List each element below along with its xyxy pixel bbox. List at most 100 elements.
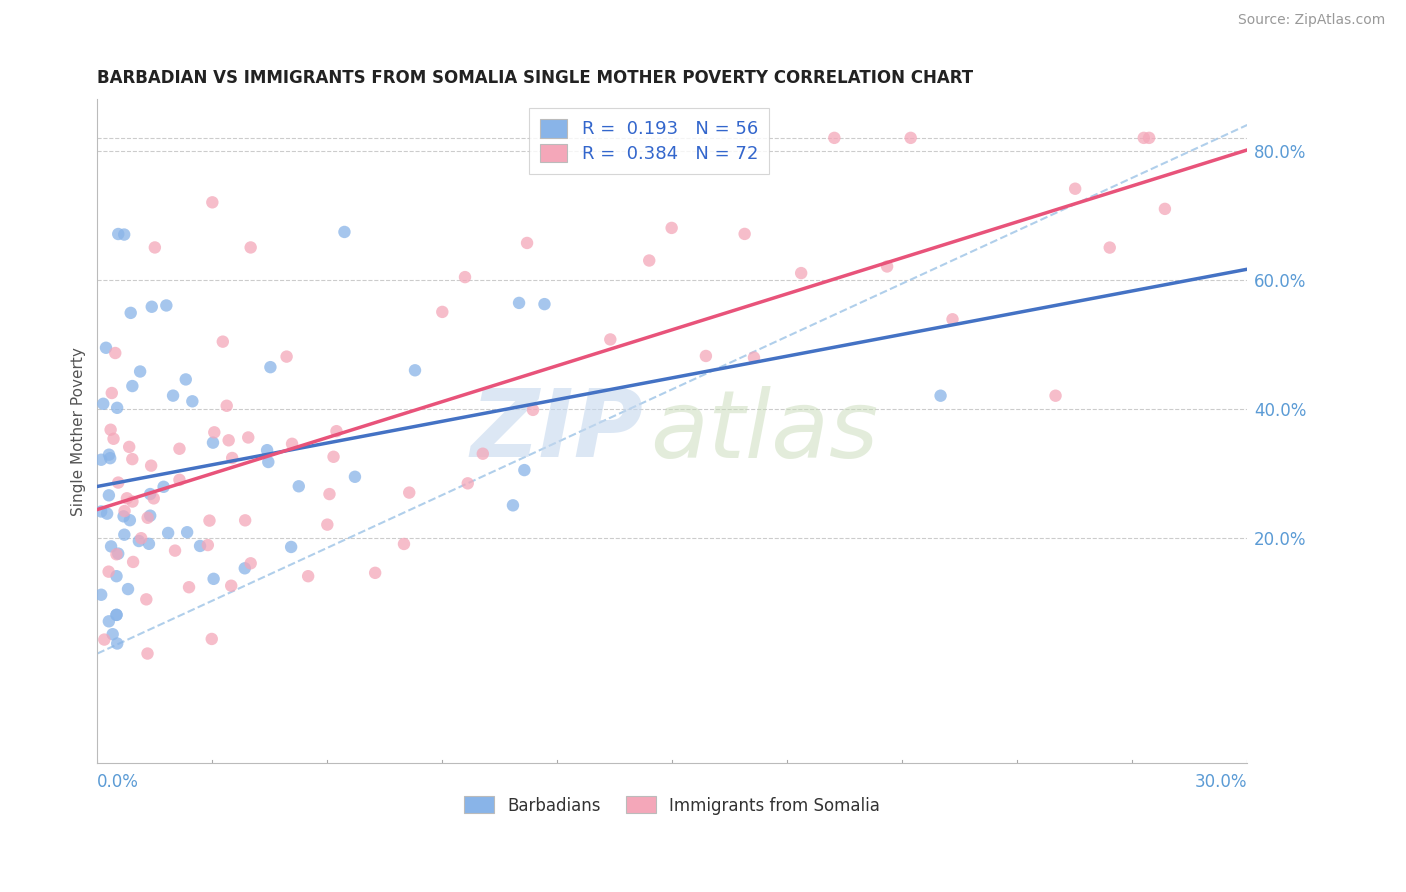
Point (454, 270, 477, 285)
Point (219, 579, 242, 593)
Point (181, 394, 204, 409)
Text: Source: ZipAtlas.com: Source: ZipAtlas.com (1237, 13, 1385, 28)
Point (259, 360, 281, 375)
Point (516, 235, 538, 250)
Point (142, 491, 165, 506)
Point (100, 540, 122, 554)
Text: atlas: atlas (650, 385, 879, 476)
Point (155, 298, 177, 312)
Point (457, 476, 479, 491)
Point (202, 572, 225, 586)
Point (174, 372, 197, 386)
Point (118, 440, 141, 454)
Point (112, 509, 135, 524)
Point (661, 221, 683, 235)
Point (129, 364, 152, 378)
Point (112, 227, 135, 242)
Point (139, 458, 162, 473)
Point (118, 513, 141, 527)
Point (90, 588, 112, 602)
Point (398, 485, 420, 500)
Point (316, 517, 339, 532)
Point (256, 443, 278, 458)
Point (143, 240, 166, 254)
Point (364, 566, 387, 580)
Point (169, 473, 191, 487)
Point (392, 537, 415, 551)
Point (1064, 182, 1087, 196)
Point (177, 580, 200, 594)
Point (823, 131, 845, 145)
Point (139, 508, 162, 523)
Point (136, 510, 159, 524)
Y-axis label: Single Mother Poverty: Single Mother Poverty (72, 347, 86, 516)
Point (105, 401, 128, 415)
Point (599, 333, 621, 347)
Point (280, 540, 302, 554)
Point (112, 527, 135, 541)
Point (100, 423, 122, 437)
Point (97, 565, 120, 579)
Point (157, 525, 180, 540)
Point (90, 504, 112, 518)
Point (135, 592, 157, 607)
Point (129, 531, 152, 545)
Point (169, 442, 191, 456)
Point (742, 351, 765, 365)
Point (98, 451, 121, 466)
Point (105, 636, 128, 650)
Point (233, 561, 256, 575)
Point (1137, 131, 1160, 145)
Point (513, 463, 536, 477)
Point (404, 363, 426, 377)
Point (276, 350, 298, 364)
Point (188, 539, 211, 553)
Point (322, 450, 344, 464)
Point (201, 435, 224, 450)
Point (239, 557, 262, 571)
Text: ZIP: ZIP (471, 385, 644, 477)
Point (211, 334, 233, 349)
Point (105, 607, 128, 622)
Point (107, 475, 129, 490)
Point (101, 386, 124, 401)
Point (325, 424, 347, 438)
Point (122, 555, 145, 569)
Point (215, 399, 238, 413)
Point (638, 253, 661, 268)
Text: BARBADIAN VS IMMIGRANTS FROM SOMALIA SINGLE MOTHER POVERTY CORRELATION CHART: BARBADIAN VS IMMIGRANTS FROM SOMALIA SIN… (97, 69, 973, 87)
Point (138, 537, 160, 551)
Point (333, 225, 356, 239)
Point (238, 430, 260, 444)
Point (734, 227, 756, 241)
Point (128, 534, 150, 549)
Point (93, 632, 115, 647)
Point (115, 491, 138, 506)
Point (533, 297, 555, 311)
Point (162, 389, 184, 403)
Point (105, 607, 128, 622)
Point (105, 547, 128, 561)
Point (790, 266, 813, 280)
Point (695, 349, 717, 363)
Point (94, 341, 117, 355)
Point (1098, 241, 1121, 255)
Point (508, 296, 530, 310)
Point (117, 582, 139, 596)
Point (163, 543, 186, 558)
Point (876, 260, 898, 274)
Text: 30.0%: 30.0% (1195, 772, 1247, 791)
Point (471, 447, 494, 461)
Point (97, 615, 120, 629)
Point (103, 432, 125, 446)
Point (97, 488, 120, 502)
Point (941, 312, 963, 326)
Point (502, 499, 524, 513)
Point (176, 525, 198, 540)
Point (197, 538, 219, 552)
Point (929, 389, 952, 403)
Point (522, 403, 544, 417)
Point (121, 494, 143, 508)
Point (104, 346, 127, 360)
Point (136, 647, 159, 661)
